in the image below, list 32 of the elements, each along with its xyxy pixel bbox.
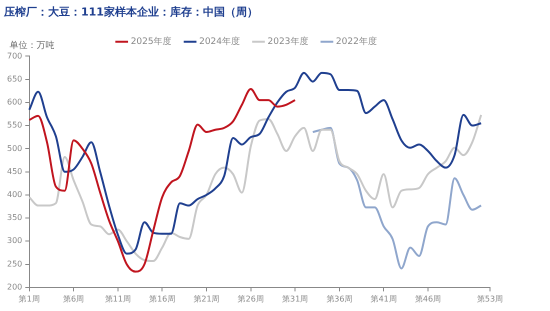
y-tick-label: 550	[6, 120, 22, 130]
line-series	[28, 114, 482, 262]
x-tick-label: 第16周	[149, 294, 176, 304]
x-tick-label: 第36周	[326, 294, 352, 304]
y-tick-label: 700	[6, 51, 22, 60]
line-series	[28, 72, 482, 255]
x-tick-label: 第6周	[63, 294, 84, 304]
x-tick-label: 第46周	[414, 294, 442, 304]
y-tick-label: 450	[6, 166, 22, 176]
x-tick-label: 第1周	[18, 294, 40, 304]
y-tick-label: 650	[6, 74, 22, 84]
y-axis-title: 单位：万吨	[9, 40, 54, 52]
legend-label: 2024年度	[199, 36, 240, 48]
legend-label: 2023年度	[268, 36, 308, 48]
y-tick-label: 350	[6, 213, 22, 222]
line-series	[28, 88, 296, 273]
y-tick-label: 200	[6, 282, 22, 292]
line-series	[312, 126, 482, 270]
y-tick-label: 400	[6, 190, 22, 199]
y-tick-label: 600	[6, 98, 22, 107]
x-tick-label: 第41周	[370, 294, 397, 304]
y-tick-label: 500	[6, 144, 22, 153]
x-tick-label: 第31周	[282, 294, 308, 304]
x-tick-label: 第26周	[238, 294, 264, 304]
legend-label: 2022年度	[336, 36, 377, 48]
x-tick-label: 第53周	[476, 294, 504, 304]
y-tick-label: 250	[6, 259, 22, 268]
chart-title: 压榨厂：大豆：111家样本企业：库存：中国（周）	[3, 5, 258, 18]
legend-label: 2025年度	[130, 36, 172, 48]
x-tick-label: 第21周	[193, 294, 220, 304]
x-tick-label: 第11周	[104, 294, 131, 304]
y-tick-label: 300	[6, 236, 22, 246]
